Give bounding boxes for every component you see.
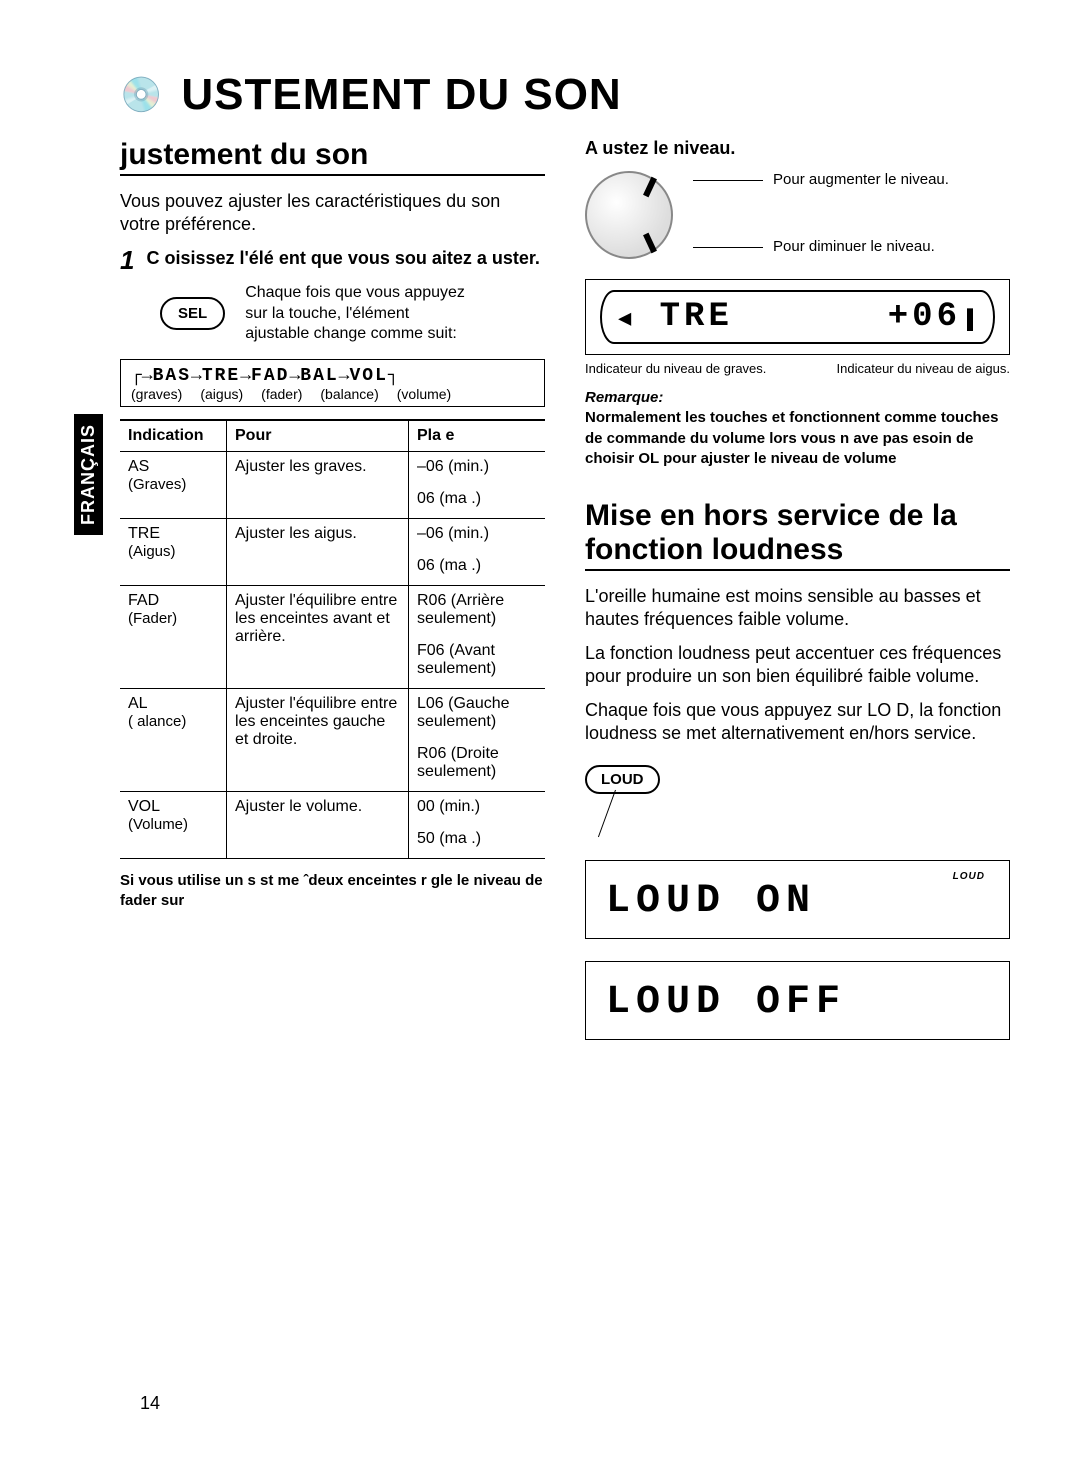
step-number: 1 [120,247,134,273]
remark: Remarque: Normalement les touches et fon… [585,388,1010,469]
step-2-title: A ustez le niveau. [585,138,1010,159]
cell-indication: AS [128,458,218,476]
cell-pour: Ajuster l'équilibre entre les enceintes … [227,586,409,689]
cell-pour: Ajuster le volume. [227,792,409,859]
cell-pour: Ajuster les graves. [227,452,409,519]
cell-indication: AL [128,695,218,713]
level-knob-icon [585,171,673,259]
pointer-icon [585,790,685,850]
cell-range2: F06 (Avant seulement) [417,642,537,678]
lcd-loud-off-text: LOUD OFF [606,980,846,1025]
loud-block: LOUD [585,765,1010,850]
divider [120,174,545,176]
cell-range1: 00 (min.) [417,798,537,816]
loudness-p2: La fonction loudness peut accentuer ces … [585,642,1010,689]
table-row: TRE(Aigus) Ajuster les aigus. –06 (min.) 06… [120,519,545,586]
loudness-p3: Chaque fois que vous appuyez sur LO D, l… [585,699,1010,746]
cell-indication: VOL [128,798,218,816]
page-number: 14 [140,1393,160,1414]
cell-indication-sub: ( alance) [128,713,218,730]
section-heading-adjust: justement du son [120,138,545,172]
th-indication: Indication [120,420,227,452]
cell-indication-sub: (Aigus) [128,543,218,560]
flow-sequence: ┌→BAS→TRE→FAD→BAL→VOL┐ [131,366,534,386]
cell-indication: TRE [128,525,218,543]
fader-footnote: Si vous utilise un s st me ˆdeux enceint… [120,871,545,910]
cd-icon: 💿 [120,75,163,115]
cell-range1: –06 (min.) [417,458,537,476]
cell-pour: Ajuster les aigus. [227,519,409,586]
cell-indication: FAD [128,592,218,610]
table-row: FAD(Fader) Ajuster l'équilibre entre les … [120,586,545,689]
sel-button[interactable]: SEL [160,297,225,330]
table-row: AS(Graves) Ajuster les graves. –06 (min.) 0… [120,452,545,519]
sel-description: Chaque fois que vous appuyez sur la touc… [245,283,475,345]
cell-indication-sub: (Fader) [128,610,218,627]
step-title: C oisissez l'élé ent que vous sou aitez … [146,247,539,273]
th-plage: Pla e [409,420,546,452]
knob-down-label: Pour diminuer le niveau. [693,238,949,255]
lcd-loud-on: LOUD LOUD ON [585,860,1010,939]
right-column: A ustez le niveau. Pour augmenter le niv… [585,138,1010,1062]
table-row: AL( alance) Ajuster l'équilibre entre les… [120,689,545,792]
cell-range2: R06 (Droite seulement) [417,745,537,781]
flow-labels: (graves) (aigus) (fader) (balance) (volu… [131,386,534,402]
page-title: 💿 USTEMENT DU SON [120,70,1010,120]
lcd-loud-on-text: LOUD ON [606,879,816,924]
lcd-right: +06▐ [888,298,977,336]
lcd-display-tre: ◀ TRE +06▐ [585,279,1010,355]
section-heading-loudness: Mise en hors service de la fonction loud… [585,499,1010,567]
cell-range2: 50 (ma .) [417,830,537,848]
lcd-captions: Indicateur du niveau de graves. Indicate… [585,361,1010,376]
sel-row: SEL Chaque fois que vous appuyez sur la … [160,283,545,345]
cell-range2: 06 (ma .) [417,490,537,508]
cell-range1: –06 (min.) [417,525,537,543]
language-tab: FRANÇAIS [74,414,103,535]
step-1: 1 C oisissez l'élé ent que vous sou aite… [120,247,545,273]
lcd-cap-left: Indicateur du niveau de graves. [585,361,766,376]
left-column: justement du son Vous pouvez ajuster les… [120,138,545,1062]
lcd-cap-right: Indicateur du niveau de aigus. [837,361,1010,376]
loud-badge: LOUD [953,871,985,882]
cell-range2: 06 (ma .) [417,557,537,575]
cell-range1: R06 (Arrière seulement) [417,592,537,628]
knob-up-label: Pour augmenter le niveau. [693,171,949,188]
intro-text: Vous pouvez ajuster les caractéristiques… [120,190,545,237]
flow-box: ┌→BAS→TRE→FAD→BAL→VOL┐ (graves) (aigus) … [120,359,545,407]
cell-range1: L06 (Gauche seulement) [417,695,537,731]
lcd-loud-off: LOUD OFF [585,961,1010,1040]
page-title-text: USTEMENT DU SON [181,70,621,120]
divider [585,569,1010,571]
remark-label: Remarque: [585,389,663,406]
lcd-left: ◀ TRE [618,298,733,336]
knob-block: Pour augmenter le niveau. Pour diminuer … [585,171,1010,259]
remark-text: Normalement les touches et fonctionnent … [585,409,998,467]
cell-indication-sub: (Graves) [128,476,218,493]
cell-pour: Ajuster l'équilibre entre les enceintes … [227,689,409,792]
table-row: VOL(Volume) Ajuster le volume. 00 (min.) 50… [120,792,545,859]
cell-indication-sub: (Volume) [128,816,218,833]
th-pour: Pour [227,420,409,452]
loudness-p1: L'oreille humaine est moins sensible au … [585,585,1010,632]
settings-table: Indication Pour Pla e AS(Graves) Ajuster … [120,419,545,859]
